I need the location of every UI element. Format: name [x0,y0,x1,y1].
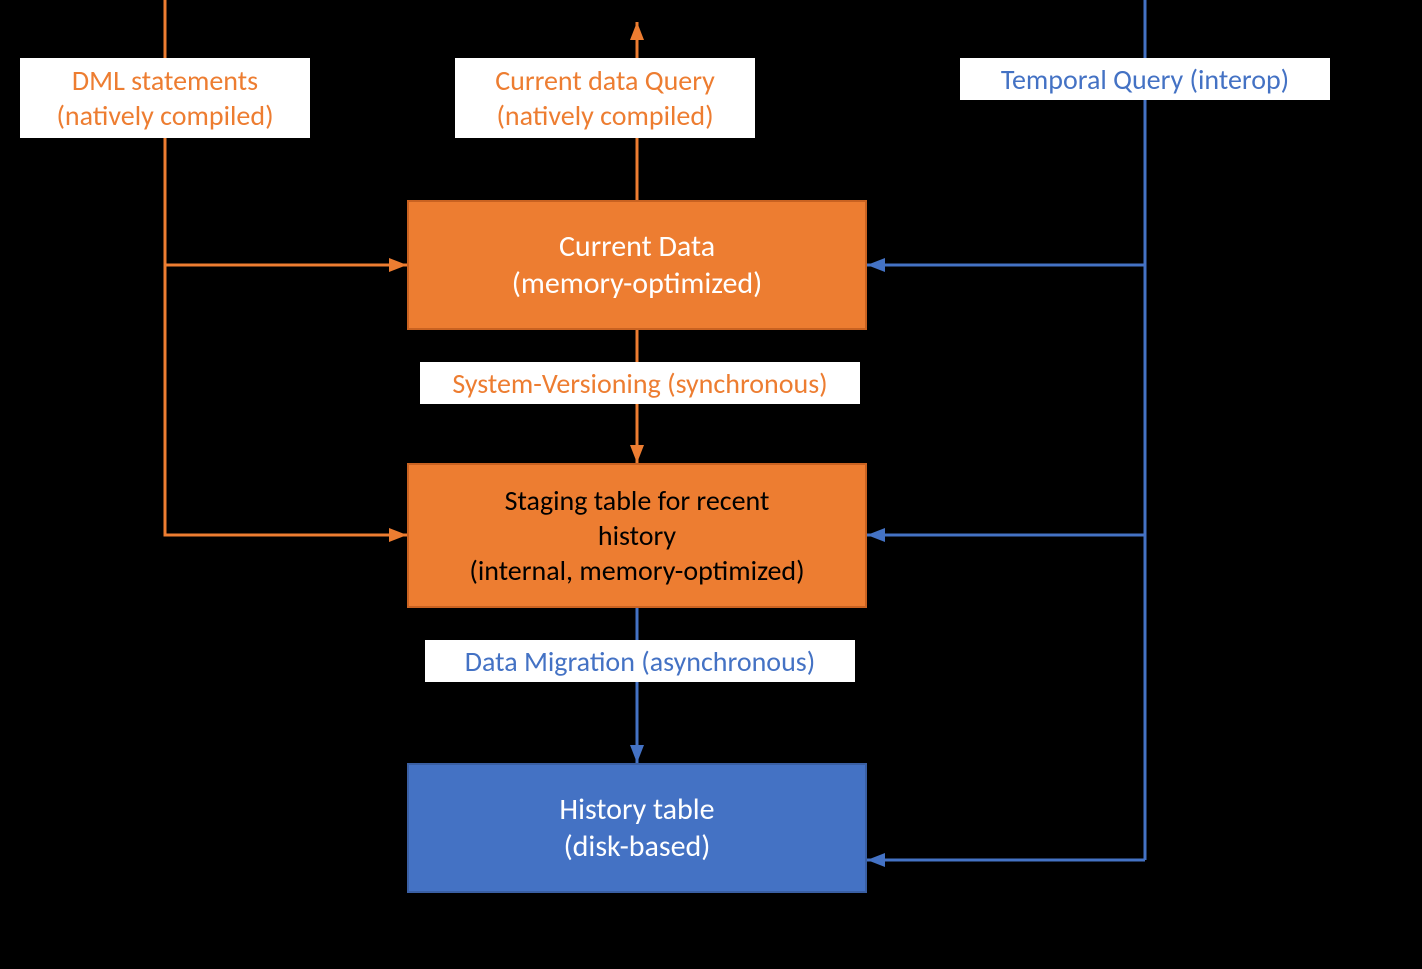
node-history-table: History table (disk-based) [407,763,867,893]
label-system-versioning: System-Versioning (synchronous) [420,362,860,404]
label-current-data-query: Current data Query (natively compiled) [455,58,755,138]
node-current-data: Current Data (memory-optimized) [407,200,867,330]
node-staging-table: Staging table for recent history (intern… [407,463,867,608]
label-current-data-query-text: Current data Query (natively compiled) [495,63,715,133]
node-current-data-text: Current Data (memory-optimized) [512,228,762,303]
label-system-versioning-text: System-Versioning (synchronous) [452,366,827,401]
label-data-migration-text: Data Migration (asynchronous) [465,644,815,679]
edge-dml-to-current [165,138,407,265]
node-staging-table-text: Staging table for recent history (intern… [469,483,804,588]
node-history-table-text: History table (disk-based) [559,791,714,866]
label-data-migration: Data Migration (asynchronous) [425,640,855,682]
label-dml-statements: DML statements (natively compiled) [20,58,310,138]
edge-dml-to-staging [165,265,407,535]
label-dml-statements-text: DML statements (natively compiled) [56,63,273,133]
label-temporal-query: Temporal Query (interop) [960,58,1330,100]
diagram-stage: { "canvas": { "width": 1422, "height": 9… [0,0,1422,969]
label-temporal-query-text: Temporal Query (interop) [1001,62,1289,97]
